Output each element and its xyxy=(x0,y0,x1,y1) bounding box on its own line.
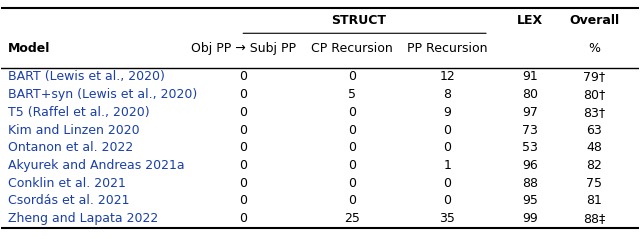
Text: 1: 1 xyxy=(444,159,451,172)
Text: 0: 0 xyxy=(239,106,248,119)
Text: 53: 53 xyxy=(522,141,538,154)
Text: T5 (Raffel et al., 2020): T5 (Raffel et al., 2020) xyxy=(8,106,149,119)
Text: STRUCT: STRUCT xyxy=(331,14,386,27)
Text: 8: 8 xyxy=(444,88,451,101)
Text: 48: 48 xyxy=(586,141,602,154)
Text: 0: 0 xyxy=(348,106,356,119)
Text: 0: 0 xyxy=(239,159,248,172)
Text: 96: 96 xyxy=(522,159,538,172)
Text: 63: 63 xyxy=(586,124,602,137)
Text: 91: 91 xyxy=(522,71,538,83)
Text: 0: 0 xyxy=(348,195,356,207)
Text: LEX: LEX xyxy=(517,14,543,27)
Text: 35: 35 xyxy=(440,212,456,225)
Text: 73: 73 xyxy=(522,124,538,137)
Text: Model: Model xyxy=(8,42,50,55)
Text: 88: 88 xyxy=(522,177,538,190)
Text: 83†: 83† xyxy=(583,106,605,119)
Text: 0: 0 xyxy=(239,71,248,83)
Text: Conklin et al. 2021: Conklin et al. 2021 xyxy=(8,177,125,190)
Text: Kim and Linzen 2020: Kim and Linzen 2020 xyxy=(8,124,140,137)
Text: 0: 0 xyxy=(348,124,356,137)
Text: 0: 0 xyxy=(444,195,451,207)
Text: 12: 12 xyxy=(440,71,455,83)
Text: Ontanon et al. 2022: Ontanon et al. 2022 xyxy=(8,141,133,154)
Text: 0: 0 xyxy=(348,177,356,190)
Text: 0: 0 xyxy=(444,177,451,190)
Text: Zheng and Lapata 2022: Zheng and Lapata 2022 xyxy=(8,212,158,225)
Text: 99: 99 xyxy=(522,212,538,225)
Text: 0: 0 xyxy=(239,124,248,137)
Text: 0: 0 xyxy=(239,195,248,207)
Text: Obj PP → Subj PP: Obj PP → Subj PP xyxy=(191,42,296,55)
Text: Csordás et al. 2021: Csordás et al. 2021 xyxy=(8,195,129,207)
Text: BART+syn (Lewis et al., 2020): BART+syn (Lewis et al., 2020) xyxy=(8,88,197,101)
Text: 0: 0 xyxy=(444,124,451,137)
Text: 5: 5 xyxy=(348,88,356,101)
Text: CP Recursion: CP Recursion xyxy=(311,42,393,55)
Text: 0: 0 xyxy=(239,141,248,154)
Text: 0: 0 xyxy=(348,141,356,154)
Text: %: % xyxy=(588,42,600,55)
Text: 0: 0 xyxy=(348,159,356,172)
Text: 80: 80 xyxy=(522,88,538,101)
Text: 79†: 79† xyxy=(583,71,605,83)
Text: 75: 75 xyxy=(586,177,602,190)
Text: 80†: 80† xyxy=(583,88,605,101)
Text: 88‡: 88‡ xyxy=(583,212,605,225)
Text: 9: 9 xyxy=(444,106,451,119)
Text: BART (Lewis et al., 2020): BART (Lewis et al., 2020) xyxy=(8,71,164,83)
Text: 95: 95 xyxy=(522,195,538,207)
Text: 81: 81 xyxy=(586,195,602,207)
Text: 0: 0 xyxy=(444,141,451,154)
Text: 97: 97 xyxy=(522,106,538,119)
Text: 0: 0 xyxy=(239,212,248,225)
Text: Overall: Overall xyxy=(569,14,619,27)
Text: Akyurek and Andreas 2021a: Akyurek and Andreas 2021a xyxy=(8,159,184,172)
Text: 0: 0 xyxy=(348,71,356,83)
Text: 0: 0 xyxy=(239,88,248,101)
Text: 25: 25 xyxy=(344,212,360,225)
Text: PP Recursion: PP Recursion xyxy=(407,42,488,55)
Text: 0: 0 xyxy=(239,177,248,190)
Text: 82: 82 xyxy=(586,159,602,172)
